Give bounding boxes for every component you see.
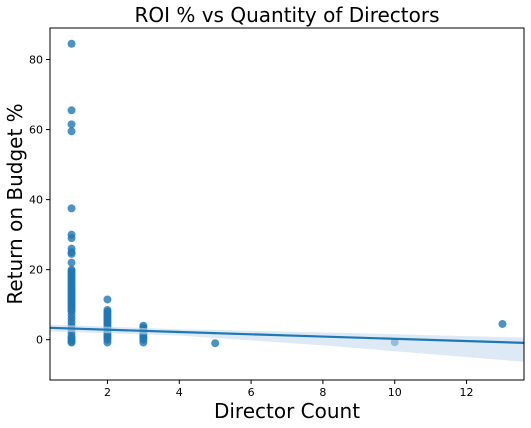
- y-tick-label: 80: [29, 54, 43, 67]
- chart-title: ROI % vs Quantity of Directors: [134, 3, 439, 27]
- data-point: [67, 333, 76, 342]
- data-point: [67, 258, 76, 267]
- plot-frame: [49, 27, 525, 381]
- x-axis-label: Director Count: [214, 399, 360, 423]
- data-point: [67, 106, 76, 115]
- x-tick-label: 2: [104, 386, 111, 399]
- y-axis-label: Return on Budget %: [3, 103, 27, 304]
- x-tick-label: 12: [460, 386, 474, 399]
- data-point: [67, 120, 76, 129]
- x-tick-label: 6: [248, 386, 255, 399]
- x-tick-label: 4: [176, 386, 183, 399]
- data-point: [67, 204, 76, 213]
- data-point: [103, 338, 112, 347]
- x-tick-label: 10: [388, 386, 402, 399]
- y-tick-label: 40: [29, 194, 43, 207]
- data-point: [103, 295, 112, 304]
- y-tick-label: 20: [29, 264, 43, 277]
- y-tick-label: 60: [29, 124, 43, 137]
- data-point: [67, 127, 76, 136]
- data-point: [498, 319, 507, 328]
- data-point: [67, 39, 76, 48]
- data-point: [139, 338, 148, 347]
- confidence-band: [50, 324, 524, 362]
- data-point: [67, 234, 76, 243]
- data-point: [67, 249, 76, 258]
- y-tick-label: 0: [36, 334, 43, 347]
- regression-line: [49, 326, 525, 344]
- data-point: [211, 339, 220, 348]
- x-tick-label: 8: [319, 386, 326, 399]
